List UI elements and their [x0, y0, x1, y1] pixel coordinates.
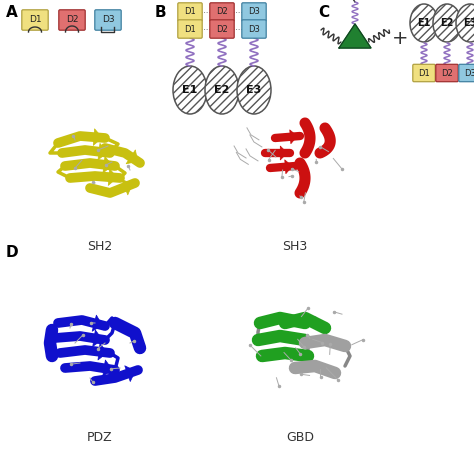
Text: D3: D3: [464, 68, 474, 77]
Ellipse shape: [456, 4, 474, 42]
Text: B: B: [155, 5, 167, 20]
Ellipse shape: [410, 4, 438, 42]
Text: SH3: SH3: [283, 240, 308, 253]
FancyBboxPatch shape: [459, 64, 474, 82]
Text: E3: E3: [246, 85, 262, 95]
FancyBboxPatch shape: [413, 64, 435, 82]
Text: D3: D3: [248, 8, 260, 16]
Text: D1: D1: [184, 8, 196, 16]
Text: E1: E1: [182, 85, 198, 95]
Text: E3: E3: [463, 18, 474, 28]
Text: E2: E2: [214, 85, 230, 95]
Ellipse shape: [237, 66, 271, 114]
Text: SH2: SH2: [87, 240, 113, 253]
Ellipse shape: [205, 66, 239, 114]
Text: D2: D2: [441, 68, 453, 77]
Text: D2: D2: [216, 8, 228, 16]
Text: D: D: [6, 245, 18, 260]
FancyBboxPatch shape: [59, 10, 85, 30]
Text: D1: D1: [418, 68, 430, 77]
Polygon shape: [339, 24, 371, 48]
Text: D2: D2: [216, 24, 228, 34]
Text: D1: D1: [29, 15, 41, 24]
FancyBboxPatch shape: [210, 20, 234, 38]
FancyBboxPatch shape: [178, 20, 202, 38]
Ellipse shape: [173, 66, 207, 114]
FancyBboxPatch shape: [22, 10, 48, 30]
Text: E1: E1: [417, 18, 431, 28]
FancyBboxPatch shape: [178, 3, 202, 21]
Text: E2: E2: [440, 18, 454, 28]
Text: GBD: GBD: [286, 431, 314, 444]
Text: +: +: [392, 29, 408, 48]
Ellipse shape: [433, 4, 461, 42]
FancyBboxPatch shape: [210, 3, 234, 21]
FancyBboxPatch shape: [95, 10, 121, 30]
Text: A: A: [6, 5, 18, 20]
Text: PDZ: PDZ: [87, 431, 113, 444]
Text: D3: D3: [248, 24, 260, 34]
FancyBboxPatch shape: [242, 20, 266, 38]
Text: D2: D2: [66, 15, 78, 24]
Text: C: C: [318, 5, 329, 20]
Text: D3: D3: [102, 15, 114, 24]
FancyBboxPatch shape: [436, 64, 458, 82]
Text: D1: D1: [184, 24, 196, 34]
FancyBboxPatch shape: [242, 3, 266, 21]
